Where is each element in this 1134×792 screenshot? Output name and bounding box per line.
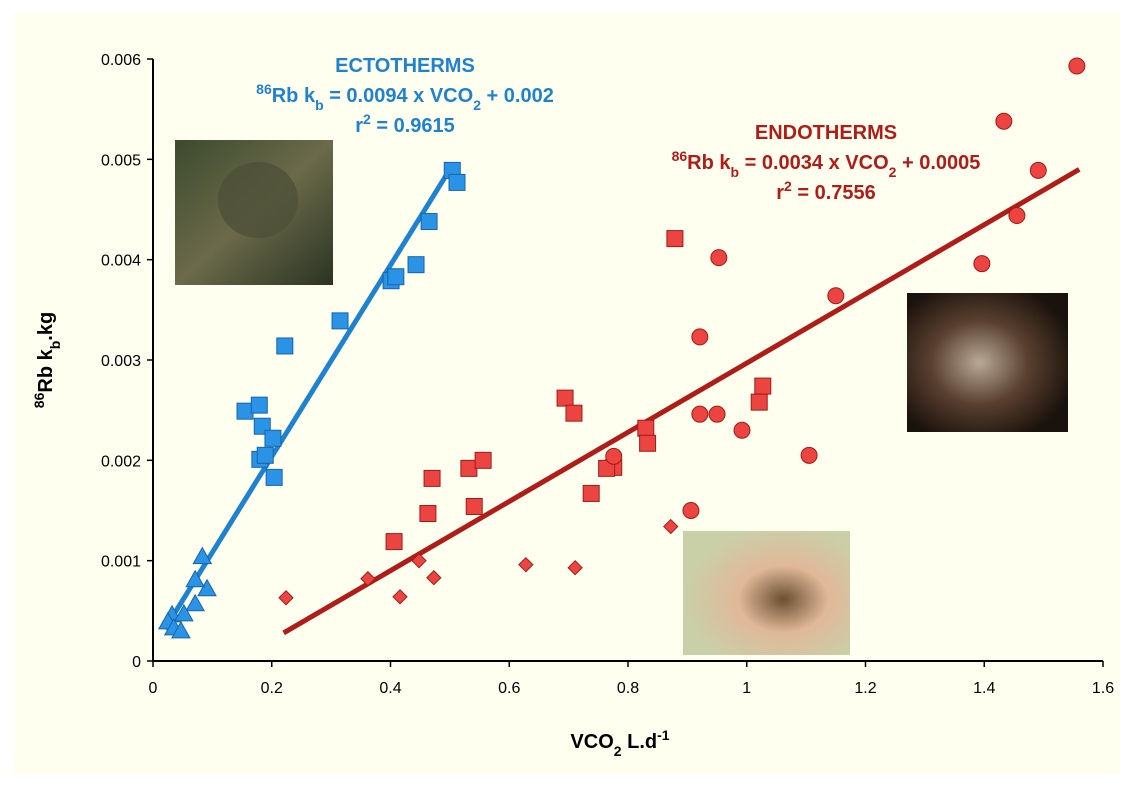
square-point xyxy=(420,506,436,522)
square-point xyxy=(557,390,573,406)
square-point xyxy=(755,378,771,394)
text-segment: 2 xyxy=(784,178,792,194)
text-segment: 86 xyxy=(256,81,272,97)
text-segment: 2 xyxy=(889,164,897,180)
text-segment: .kg xyxy=(35,312,57,341)
text-segment: + 0.0005 xyxy=(896,152,980,174)
circle-point xyxy=(996,113,1012,129)
square-point xyxy=(667,231,683,247)
square-point xyxy=(640,435,656,451)
square-point xyxy=(257,447,273,463)
square-point xyxy=(475,452,491,468)
square-point xyxy=(638,420,654,436)
text-segment: L.d xyxy=(622,731,658,753)
square-point xyxy=(751,394,767,410)
square-point xyxy=(566,405,582,421)
square-point xyxy=(332,313,348,329)
text-segment: = 0.0094 x VCO xyxy=(324,85,474,107)
text-segment: 2 xyxy=(473,97,481,113)
mouse-photo xyxy=(907,293,1068,432)
circle-point xyxy=(692,406,708,422)
text-segment: Rb k xyxy=(35,348,57,392)
circle-point xyxy=(974,256,990,272)
y-tick-label: 0.006 xyxy=(101,52,141,69)
text-segment: ENDOTHERMS xyxy=(755,122,897,144)
y-tick-label: 0.001 xyxy=(101,554,141,571)
chart: 0 0.2 0.4 0.6 0.8 1 1.2 1.4 1.6 0 0.001 0.002 0.003 0… xyxy=(0,0,1134,787)
text-segment: Rb k xyxy=(687,152,731,174)
x-tick-label: 1.4 xyxy=(973,680,995,697)
text-segment: ECTOTHERMS xyxy=(335,55,475,77)
lizard-photo-detail xyxy=(218,162,298,238)
circle-point xyxy=(1030,162,1046,178)
circle-point xyxy=(606,448,622,464)
y-tick-label: 0.003 xyxy=(101,353,141,370)
square-point xyxy=(277,338,293,354)
square-point xyxy=(237,403,253,419)
text-segment: b xyxy=(47,341,63,350)
circle-point xyxy=(828,288,844,304)
text-segment: b xyxy=(315,97,324,113)
text-segment: VCO xyxy=(570,731,613,753)
square-point xyxy=(421,214,437,230)
square-point xyxy=(266,469,282,485)
x-tick-label: 0.4 xyxy=(379,680,401,697)
text-segment: 2 xyxy=(614,743,622,759)
text-segment: 2 xyxy=(363,111,371,127)
text-segment: = 0.7556 xyxy=(792,182,876,204)
circle-point xyxy=(683,503,699,519)
square-point xyxy=(386,534,402,550)
circle-point xyxy=(1009,208,1025,224)
square-point xyxy=(466,498,482,514)
text-segment: = 0.0034 x VCO xyxy=(739,152,889,174)
square-point xyxy=(388,269,404,285)
square-point xyxy=(424,470,440,486)
circle-point xyxy=(711,250,727,266)
text-segment: = 0.9615 xyxy=(371,115,455,137)
x-tick-label: 0 xyxy=(149,680,158,697)
text-segment: Rb k xyxy=(272,85,316,107)
y-tick-label: 0.002 xyxy=(101,453,141,470)
circle-point xyxy=(692,329,708,345)
square-point xyxy=(449,174,465,190)
text-segment: 86 xyxy=(672,148,688,164)
x-tick-label: 1.2 xyxy=(854,680,876,697)
rich-text: ENDOTHERMS xyxy=(755,122,897,144)
x-tick-label: 1 xyxy=(742,680,751,697)
text-segment: + 0.002 xyxy=(481,85,554,107)
square-point xyxy=(251,397,267,413)
text-segment: r xyxy=(776,182,784,204)
y-tick-label: 0.004 xyxy=(101,253,141,270)
circle-point xyxy=(1069,58,1085,74)
square-point xyxy=(461,460,477,476)
rich-text: r2 = 0.7556 xyxy=(776,178,876,204)
x-tick-label: 0.8 xyxy=(617,680,639,697)
circle-point xyxy=(709,406,725,422)
rich-text: r2 = 0.9615 xyxy=(355,111,455,137)
circle-point xyxy=(801,447,817,463)
text-segment: -1 xyxy=(657,727,670,743)
square-point xyxy=(265,430,281,446)
y-tick-label: 0.005 xyxy=(101,152,141,169)
x-tick-label: 1.6 xyxy=(1092,680,1114,697)
x-tick-label: 0.6 xyxy=(498,680,520,697)
text-segment: 86 xyxy=(31,392,47,408)
text-segment: r xyxy=(355,115,363,137)
square-point xyxy=(408,257,424,273)
text-segment: b xyxy=(731,164,740,180)
circle-point xyxy=(734,422,750,438)
rich-text: ECTOTHERMS xyxy=(335,55,475,77)
shrew-photo xyxy=(683,531,850,655)
square-point xyxy=(583,485,599,501)
x-tick-label: 0.2 xyxy=(261,680,283,697)
y-tick-label: 0 xyxy=(132,654,141,671)
